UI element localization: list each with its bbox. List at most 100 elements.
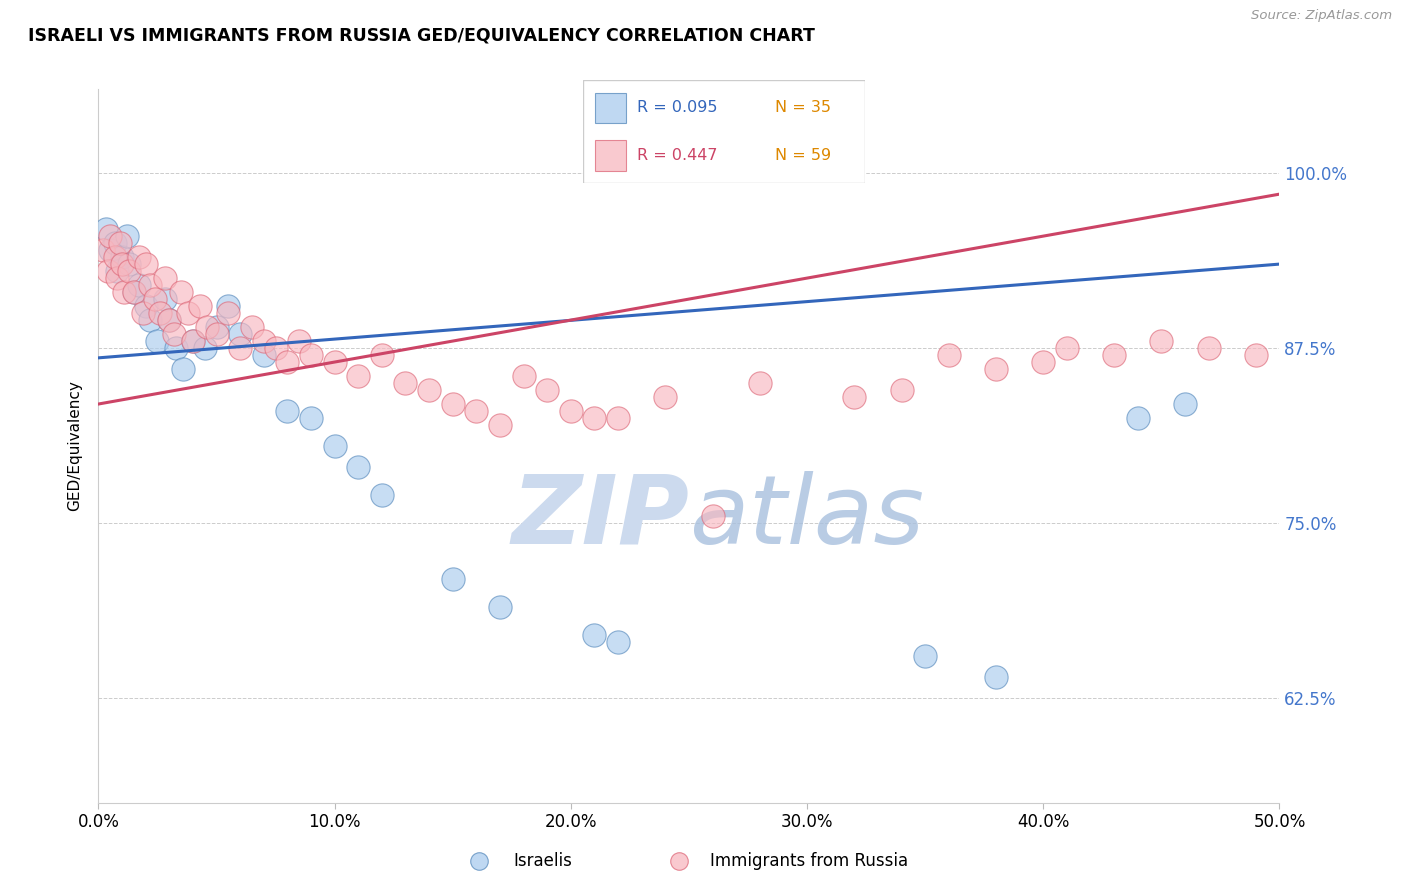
Point	[668, 854, 690, 868]
Point	[1150, 334, 1173, 348]
Point	[177, 306, 200, 320]
Point	[165, 341, 187, 355]
Point	[371, 348, 394, 362]
Point	[441, 397, 464, 411]
Point	[146, 334, 169, 348]
Point	[1126, 411, 1149, 425]
Point	[205, 327, 228, 342]
Point	[465, 404, 488, 418]
Text: atlas: atlas	[689, 471, 924, 564]
Point	[98, 229, 121, 244]
Point	[229, 341, 252, 355]
Point	[299, 348, 322, 362]
Point	[288, 334, 311, 348]
Point	[143, 292, 166, 306]
Point	[583, 628, 606, 642]
Point	[217, 306, 239, 320]
Bar	[595, 93, 626, 123]
Point	[253, 334, 276, 348]
Point	[240, 320, 263, 334]
Point	[105, 271, 128, 285]
Point	[139, 278, 162, 293]
Point	[276, 355, 298, 369]
Text: ISRAELI VS IMMIGRANTS FROM RUSSIA GED/EQUIVALENCY CORRELATION CHART: ISRAELI VS IMMIGRANTS FROM RUSSIA GED/EQ…	[28, 27, 815, 45]
Point	[702, 508, 724, 523]
Point	[105, 264, 128, 278]
Point	[118, 257, 141, 271]
Text: Immigrants from Russia: Immigrants from Russia	[710, 852, 908, 870]
Point	[1244, 348, 1267, 362]
Point	[128, 278, 150, 293]
Text: Source: ZipAtlas.com: Source: ZipAtlas.com	[1251, 9, 1392, 22]
Point	[323, 439, 346, 453]
Point	[135, 257, 157, 271]
Point	[122, 285, 145, 299]
Point	[217, 299, 239, 313]
Point	[1102, 348, 1125, 362]
Point	[489, 417, 512, 432]
Point	[195, 320, 218, 334]
Point	[104, 250, 127, 264]
Point	[118, 264, 141, 278]
Point	[172, 362, 194, 376]
Point	[157, 313, 180, 327]
Point	[253, 348, 276, 362]
Point	[890, 383, 912, 397]
Point	[394, 376, 416, 390]
Point	[489, 599, 512, 614]
Point	[139, 313, 162, 327]
Text: N = 35: N = 35	[775, 101, 831, 115]
Point	[229, 327, 252, 342]
Point	[98, 243, 121, 257]
Text: ZIP: ZIP	[510, 471, 689, 564]
Point	[132, 306, 155, 320]
Point	[149, 306, 172, 320]
Point	[1198, 341, 1220, 355]
Point	[512, 369, 534, 384]
Point	[1174, 397, 1197, 411]
Point	[104, 236, 127, 251]
Point	[347, 369, 370, 384]
Point	[560, 404, 582, 418]
Point	[299, 411, 322, 425]
Point	[914, 648, 936, 663]
Point	[347, 460, 370, 475]
Point	[115, 229, 138, 244]
Point	[264, 341, 287, 355]
Point	[844, 390, 866, 404]
Point	[984, 362, 1007, 376]
Point	[607, 411, 630, 425]
Point	[583, 411, 606, 425]
Point	[163, 327, 186, 342]
Point	[111, 250, 134, 264]
Point	[135, 299, 157, 313]
Point	[111, 257, 134, 271]
Point	[194, 341, 217, 355]
Y-axis label: GED/Equivalency: GED/Equivalency	[67, 381, 83, 511]
Point	[371, 488, 394, 502]
Point	[94, 222, 117, 236]
Point	[112, 285, 135, 299]
Point	[205, 320, 228, 334]
Point	[654, 390, 676, 404]
Point	[153, 292, 176, 306]
Point	[1056, 341, 1078, 355]
Point	[276, 404, 298, 418]
Point	[108, 236, 131, 251]
Point	[323, 355, 346, 369]
Point	[748, 376, 770, 390]
Point	[170, 285, 193, 299]
Point	[938, 348, 960, 362]
Point	[128, 250, 150, 264]
Text: Israelis: Israelis	[513, 852, 572, 870]
Text: R = 0.095: R = 0.095	[637, 101, 717, 115]
Point	[418, 383, 440, 397]
Point	[607, 635, 630, 649]
Point	[97, 264, 120, 278]
Point	[1032, 355, 1054, 369]
Text: R = 0.447: R = 0.447	[637, 148, 717, 162]
Point	[122, 285, 145, 299]
Point	[441, 572, 464, 586]
Point	[536, 383, 558, 397]
Point	[181, 334, 204, 348]
